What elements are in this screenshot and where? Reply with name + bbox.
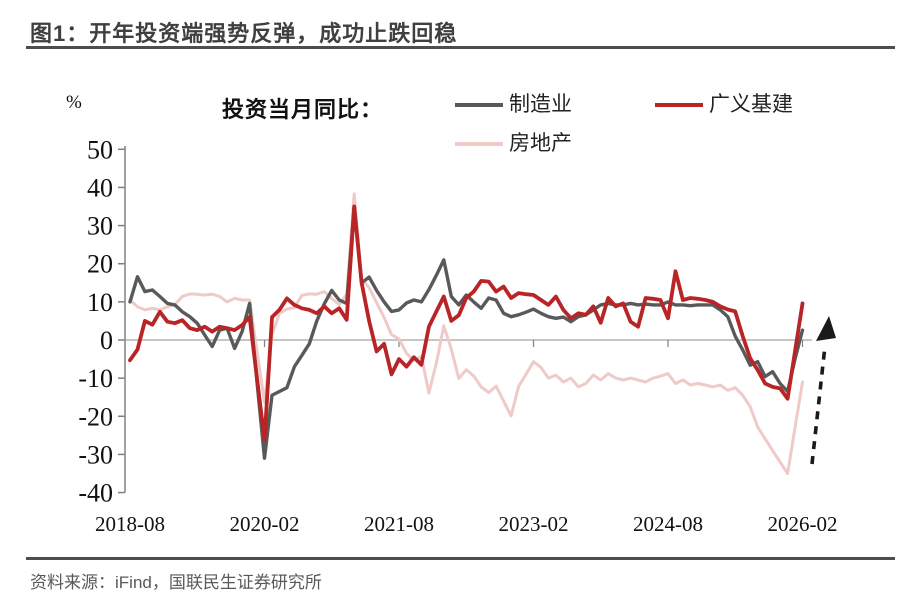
y-tick-label: 0 [100,326,113,355]
legend-swatch-infrastructure [655,103,703,107]
x-tick-label: 2026-02 [767,512,837,536]
series-line-manufacturing [128,204,805,460]
series-line-infrastructure [128,204,805,443]
legend-item-infrastructure: 广义基建 [655,92,793,118]
legend-label-manufacturing: 制造业 [509,93,572,116]
series-line-realestate [128,192,804,475]
footer-rule [26,557,895,560]
y-tick-label: 30 [87,212,113,241]
y-tick-label: -30 [78,440,113,469]
x-tick-label: 2020-02 [229,512,299,536]
x-tick-label: 2024-08 [633,512,703,536]
y-tick-label: 50 [87,135,113,164]
source-text: 资料来源：iFind，国联民生证券研究所 [30,573,322,592]
y-tick-label: -40 [78,479,113,508]
y-tick-label: -20 [78,402,113,431]
y-tick-label: 10 [87,288,113,317]
figure-title: 图1：开年投资端强势反弹，成功止跌回稳 [30,21,458,46]
y-tick-label: 40 [87,173,113,202]
legend-swatch-realestate [455,142,503,146]
y-tick-label: -10 [78,364,113,393]
x-tick-label: 2021-08 [364,512,434,536]
legend-label-infrastructure: 广义基建 [709,93,793,116]
y-tick-label: 20 [87,250,113,279]
chart-subtitle: 投资当月同比： [222,97,384,122]
legend-swatch-manufacturing [455,103,503,107]
x-tick-label: 2023-02 [498,512,568,536]
y-axis-unit-label: % [66,92,82,113]
title-rule [26,46,895,49]
trend-arrow-head [816,316,836,341]
legend-item-manufacturing: 制造业 [455,92,572,118]
x-tick-label: 2018-08 [95,512,165,536]
legend-item-realestate: 房地产 [455,131,572,157]
trend-arrow-shaft [810,345,827,465]
legend-label-realestate: 房地产 [509,132,572,155]
